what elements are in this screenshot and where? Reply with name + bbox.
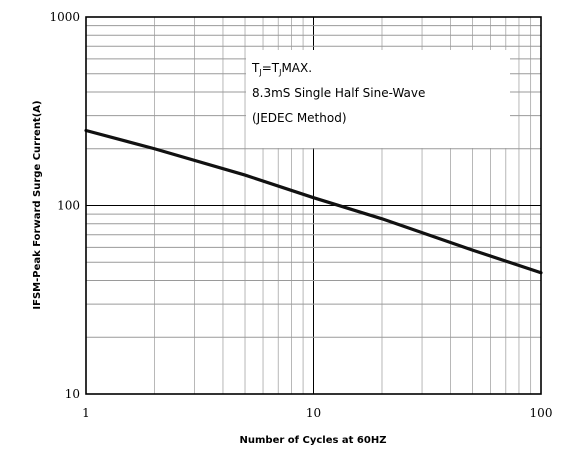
y-tick-label: 100 [57,199,80,213]
annotation-line-1: TJ=TJMAX. [251,61,312,77]
x-tick-label: 1 [82,406,90,420]
series-layer [84,128,543,275]
annotation-line-2: 8.3mS Single Half Sine-Wave [252,86,425,100]
y-tick-label: 10 [65,387,80,401]
y-axis-title: IFSM-Peak Forward Surge Current(A) [32,100,43,309]
annotation-box [246,50,510,148]
x-axis-title: Number of Cycles at 60HZ [240,435,387,446]
y-tick-label: 1000 [49,10,80,24]
plot-frame [85,16,542,395]
x-tick-label: 10 [306,406,321,420]
x-tick-label: 100 [530,406,553,420]
annotation-line-3: (JEDEC Method) [252,111,347,125]
surge-current-line [84,128,543,275]
